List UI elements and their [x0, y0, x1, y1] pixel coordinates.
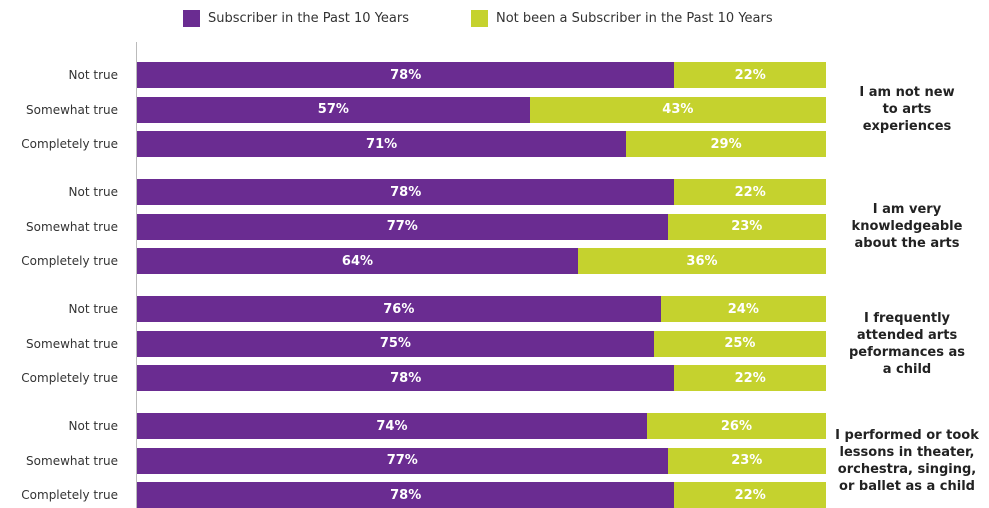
category-label: Somewhat true — [26, 102, 118, 117]
bar-segment: 22% — [674, 62, 826, 88]
value-label: 22% — [734, 184, 766, 200]
value-label: 78% — [390, 487, 422, 503]
category-label: Completely true — [21, 488, 118, 502]
value-label: 75% — [379, 336, 411, 351]
value-label: 22% — [734, 67, 766, 83]
value-label: 78% — [390, 67, 422, 83]
category-label: Somewhat true — [26, 219, 118, 234]
value-label: 74% — [376, 418, 408, 434]
category-label: Somewhat true — [26, 453, 118, 468]
value-label: 29% — [710, 136, 742, 152]
bar-segment: 22% — [674, 482, 826, 508]
bar-segment: 25% — [653, 330, 826, 357]
value-label: 78% — [390, 184, 422, 200]
bar-segment: 29% — [626, 131, 826, 157]
value-label: 26% — [720, 418, 752, 434]
value-label: 43% — [662, 102, 694, 117]
value-label: 76% — [383, 301, 415, 317]
axis-line — [136, 42, 137, 508]
group-label: I am very knowledgeable about the arts — [851, 202, 963, 251]
category-label: Completely true — [21, 371, 118, 385]
value-label: 36% — [686, 253, 718, 269]
value-label: 78% — [390, 370, 422, 386]
bar-segment: 22% — [674, 179, 826, 205]
value-label: 71% — [366, 136, 398, 152]
bar-segment: 75% — [137, 330, 654, 357]
value-label: 64% — [341, 253, 374, 269]
bar-segment: 76% — [137, 296, 661, 322]
group-label: I am not new to arts experiences — [859, 85, 955, 134]
bar-segment: 64% — [137, 248, 578, 274]
category-label: Not true — [68, 68, 118, 82]
value-label: 25% — [724, 336, 756, 351]
bar-segment: 77% — [137, 447, 668, 474]
bar-segment: 24% — [660, 296, 826, 322]
bar-segment: 57% — [137, 96, 530, 123]
bar-segment: 78% — [137, 482, 675, 508]
bar-segment: 26% — [646, 413, 826, 439]
value-label: 23% — [731, 219, 763, 234]
value-label: 23% — [731, 453, 763, 468]
bar-segment: 78% — [137, 62, 675, 88]
category-label: Somewhat true — [26, 336, 118, 351]
category-label: Not true — [68, 419, 118, 433]
bar-segment: 22% — [674, 365, 826, 391]
value-label: 22% — [734, 370, 766, 386]
value-label: 77% — [386, 219, 418, 234]
bar-segment: 23% — [667, 447, 826, 474]
bar-segment: 77% — [137, 213, 668, 240]
value-label: 22% — [734, 487, 766, 503]
bar-segment: 36% — [577, 248, 826, 274]
legend-label: Subscriber in the Past 10 Years — [208, 11, 409, 26]
value-label: 77% — [386, 453, 418, 468]
category-label: Completely true — [21, 254, 118, 268]
group-label: I frequently attended arts peformances a… — [849, 310, 965, 377]
value-label: 24% — [727, 301, 759, 317]
category-label: Not true — [68, 185, 118, 199]
bar-segment: 74% — [137, 413, 647, 439]
bar-segment: 71% — [137, 131, 627, 157]
group-label: I performed or took lessons in theater, … — [835, 427, 979, 494]
category-label: Completely true — [21, 137, 118, 151]
bar-segment: 43% — [529, 96, 826, 123]
legend-label: Not been a Subscriber in the Past 10 Yea… — [496, 11, 773, 26]
legend-swatch — [471, 10, 488, 27]
legend-swatch — [183, 10, 200, 27]
bar-segment: 78% — [137, 179, 675, 205]
value-label: 57% — [317, 102, 349, 117]
category-label: Not true — [68, 302, 118, 316]
bar-segment: 78% — [137, 365, 675, 391]
bar-segment: 23% — [667, 213, 826, 240]
